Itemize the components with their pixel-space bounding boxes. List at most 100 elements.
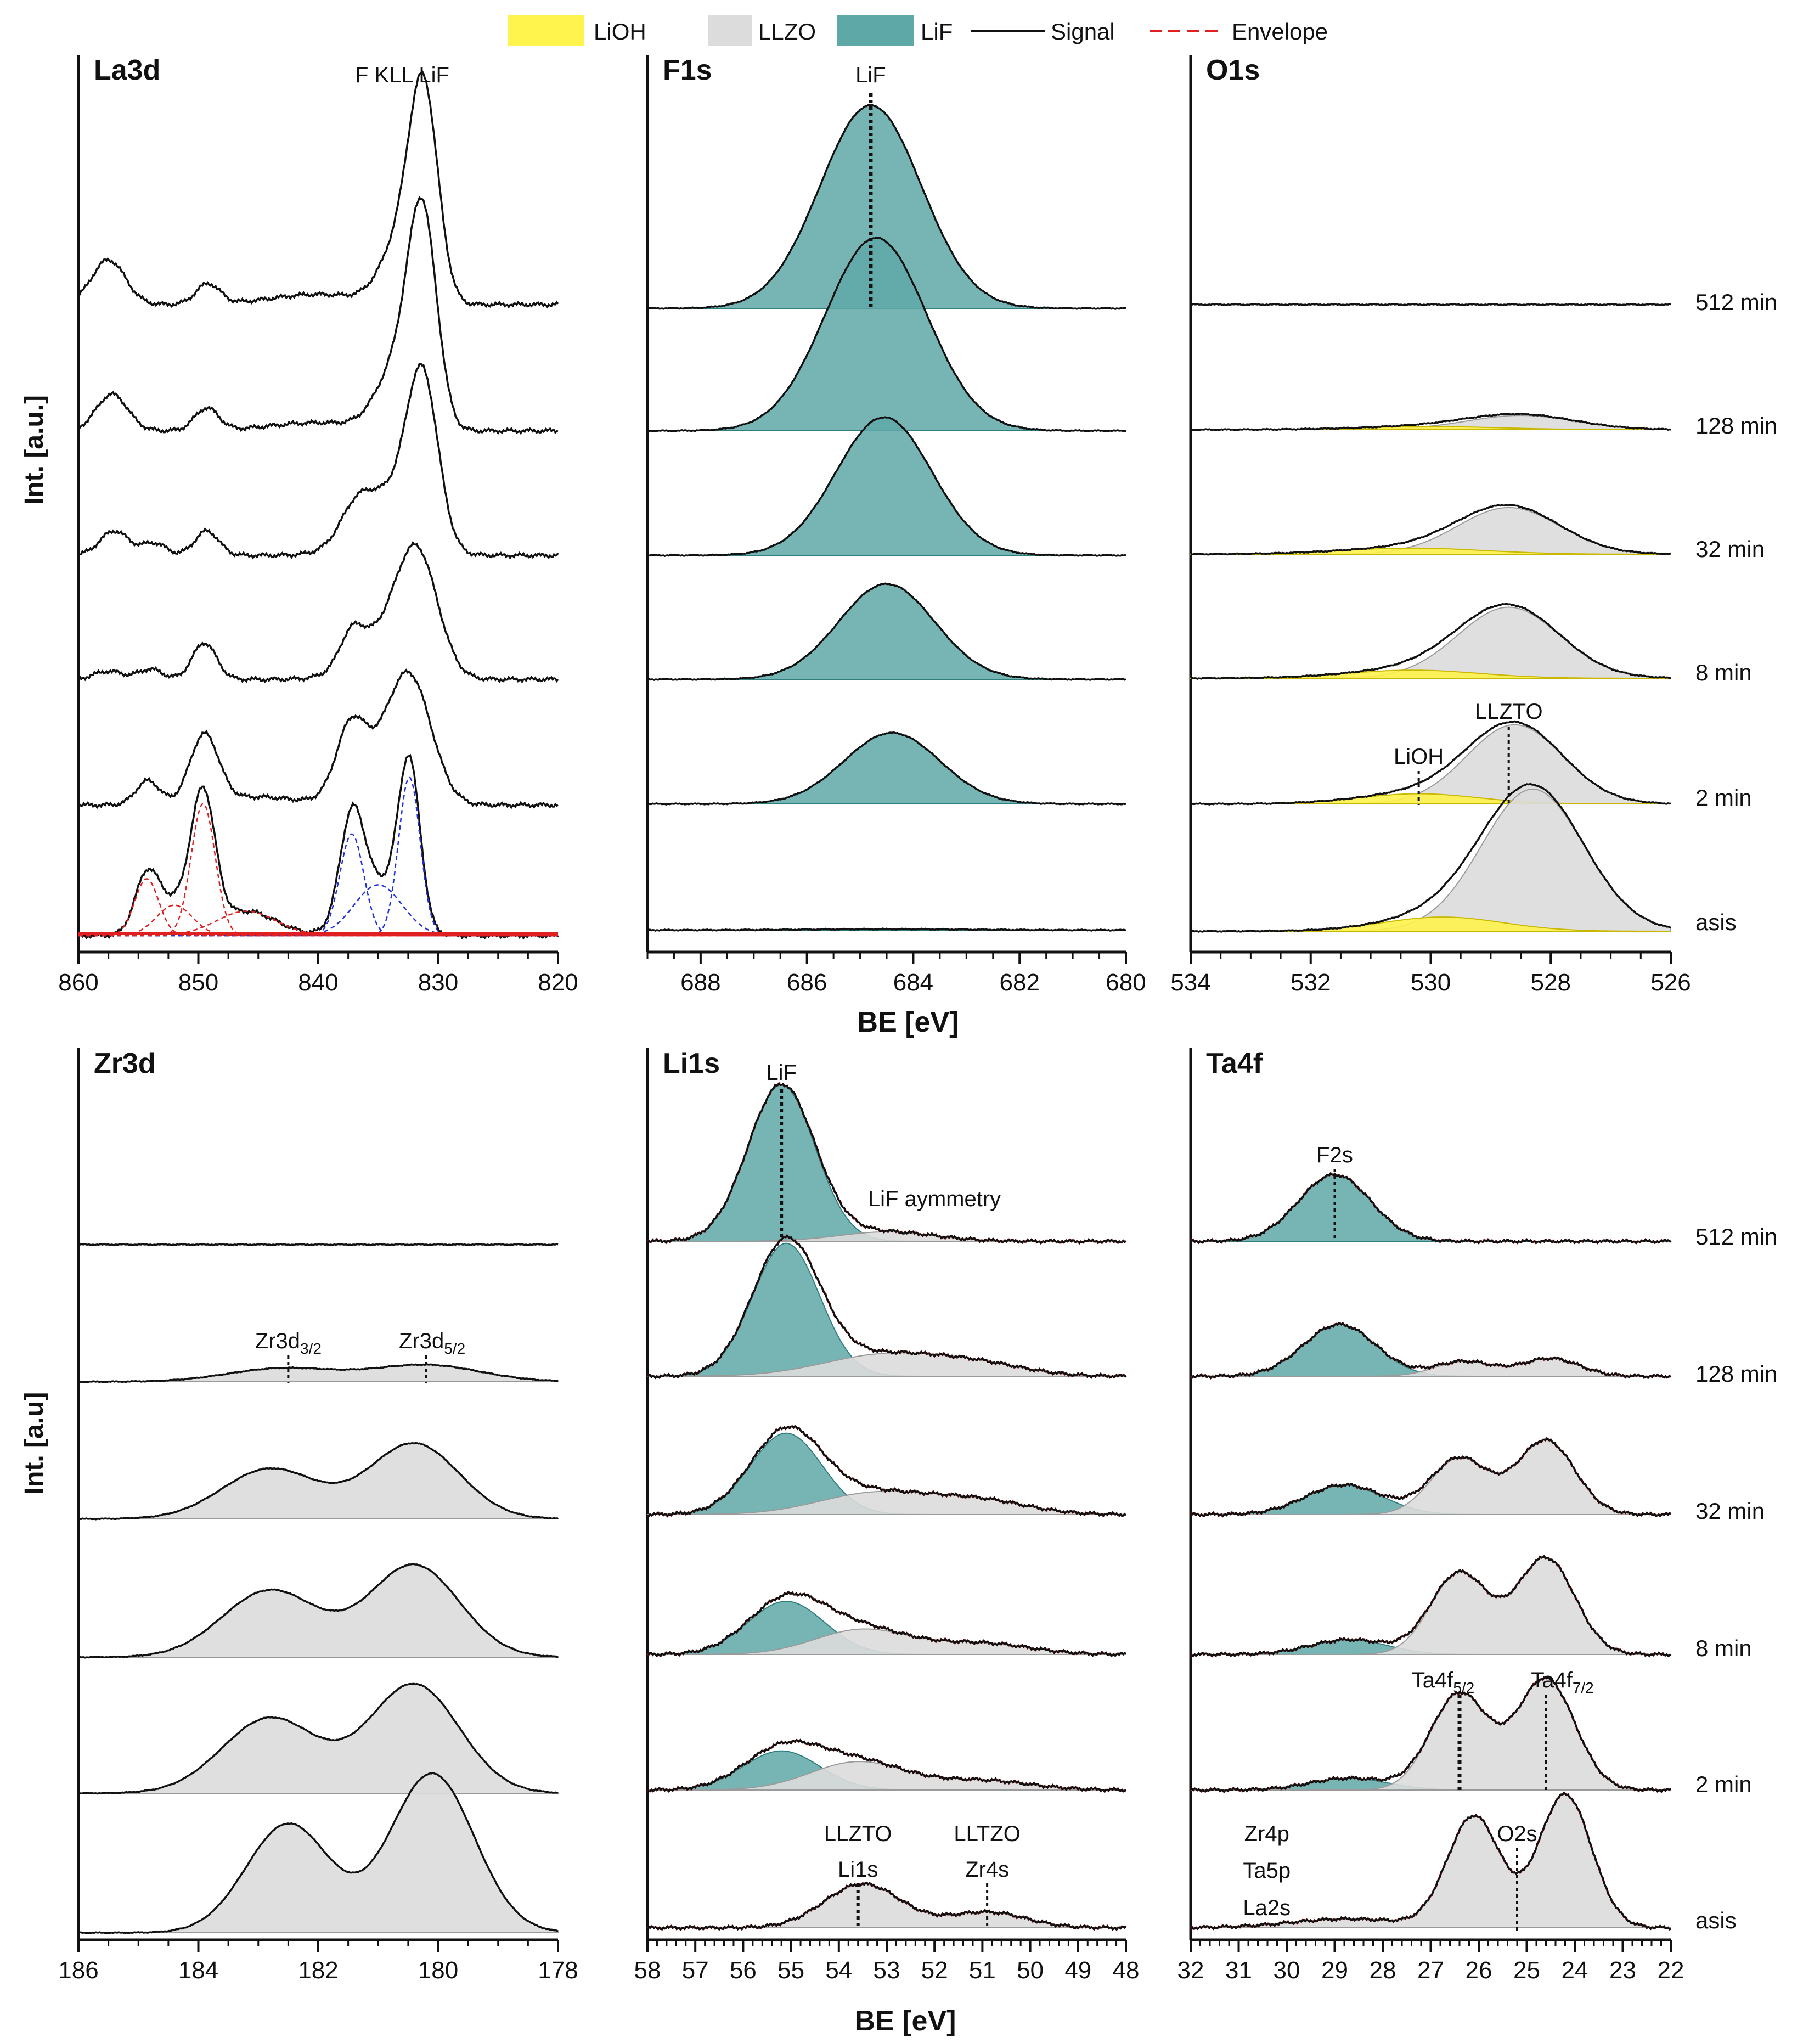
annotation-label: Ta4f7/2 [1531, 1668, 1594, 1696]
annotation-label: LiF [766, 1061, 797, 1085]
x-tick-label: 32 [1177, 1957, 1204, 1984]
signal-line [647, 927, 1126, 932]
signal-line [77, 753, 559, 940]
signal-line [1190, 720, 1671, 806]
row-label: 128 min [1695, 413, 1777, 438]
annotation-label: La2s [1243, 1896, 1291, 1920]
x-tick-label: 184 [178, 1957, 218, 1984]
signal-line [78, 362, 559, 560]
x-tick-label: 528 [1531, 969, 1571, 996]
x-tick-label: 526 [1650, 969, 1691, 996]
signal-line [78, 1563, 559, 1659]
component-llzo-area [1191, 1677, 1671, 1791]
fit-component-line [78, 910, 558, 937]
annotation-label: LLTZO [954, 1822, 1021, 1846]
signal-line [78, 1772, 559, 1934]
signal-line [1190, 1791, 1671, 1931]
signal-line [78, 1682, 559, 1795]
x-axis-label-top: BE [eV] [858, 1006, 959, 1038]
fit-component-line [78, 904, 558, 937]
x-tick-label: 680 [1106, 969, 1146, 996]
x-tick-label: 820 [538, 969, 578, 996]
legend-label-llzo: LLZO [758, 19, 816, 44]
y-axis-label-top: Int. [a.u.] [20, 395, 49, 505]
signal-line [647, 582, 1126, 681]
legend: LiOH LLZO LiF Signal Envelope [508, 15, 1328, 46]
row-label: 8 min [1695, 660, 1752, 685]
annotation-label: Ta4f5/2 [1412, 1668, 1475, 1696]
legend-swatch-lif [837, 15, 914, 46]
x-tick-label: 50 [1017, 1957, 1044, 1984]
legend-label-signal: Signal [1051, 19, 1115, 44]
row-label: 512 min [1695, 1224, 1777, 1250]
panel-zr3d: Zr3d 186 184 182 180 178 Zr3d3/2 Zr3d5/2 [58, 1048, 578, 1984]
x-tick-label: 30 [1274, 1957, 1300, 1984]
x-tick-label: 23 [1609, 1957, 1636, 1984]
x-tick-label: 530 [1411, 969, 1451, 996]
row-label: 128 min [1695, 1361, 1777, 1387]
row-label: 2 min [1695, 1771, 1752, 1797]
x-tick-label: 688 [680, 969, 720, 996]
x-tick-label: 684 [893, 969, 933, 996]
x-axis-label-bottom: BE [eV] [855, 2005, 956, 2037]
signal-line [1190, 1322, 1672, 1380]
annotation-label: Zr3d5/2 [399, 1329, 465, 1357]
y-axis-label-bottom: Int. [a.u] [20, 1392, 49, 1495]
component-lif-area [647, 732, 1126, 804]
panel-title: O1s [1206, 54, 1260, 86]
component-llzo-area [78, 1683, 559, 1794]
panel-title: Zr3d [94, 1048, 156, 1079]
signal-line [1190, 1555, 1672, 1658]
x-tick-label: 532 [1291, 969, 1331, 996]
row-labels-bottom: 512 min 128 min 32 min 8 min 2 min asis [1695, 1224, 1777, 1933]
x-tick-label: 534 [1170, 969, 1210, 996]
panel-li1s: Li1s 58 57 56 55 54 53 52 51 50 49 48 LiF LiF aymmetr… [634, 1048, 1140, 1984]
annotation-label: Zr4p [1244, 1822, 1289, 1846]
signal-line [646, 1082, 1126, 1245]
x-tick-label: 840 [298, 969, 338, 996]
annotation-label: LiOH [1394, 745, 1444, 769]
signal-line [78, 1363, 559, 1383]
panel-title: Li1s [663, 1048, 720, 1079]
legend-label-lif: LiF [921, 19, 953, 44]
x-tick-label: 186 [58, 1957, 98, 1984]
signal-line [77, 195, 559, 435]
x-tick-label: 56 [730, 1957, 757, 1984]
signal-line [646, 1234, 1127, 1380]
annotation-label: LiF aymmetry [868, 1187, 1001, 1211]
legend-label-lioh: LiOH [594, 19, 646, 44]
signal-line [78, 1442, 559, 1521]
panel-ta4f: Ta4f 32 31 30 29 28 27 26 25 24 23 22 F2s Ta4f5/2 Ta4f… [1177, 1048, 1684, 1984]
x-tick-label: 55 [777, 1957, 804, 1984]
component-lif-area [647, 1084, 1126, 1242]
row-label: asis [1695, 1907, 1737, 1933]
row-label: 8 min [1695, 1635, 1752, 1661]
panel-f1s: F1s 688 686 684 682 680 LiF [646, 54, 1146, 996]
x-tick-label: 180 [418, 1957, 458, 1984]
component-lif-area [647, 237, 1126, 431]
annotation-label: Zr3d3/2 [255, 1329, 322, 1357]
annotation-label: Ta5p [1243, 1859, 1291, 1883]
component-llzo-area [1191, 506, 1671, 555]
fit-component-line [78, 833, 558, 937]
signal-line [647, 1881, 1127, 1932]
x-tick-label: 57 [682, 1957, 709, 1984]
x-tick-label: 27 [1417, 1957, 1444, 1984]
legend-swatch-llzo [708, 15, 752, 46]
x-tick-label: 52 [921, 1957, 948, 1984]
x-tick-label: 182 [298, 1957, 338, 1984]
annotation-label: LiF [855, 63, 886, 87]
component-lif-area [647, 583, 1126, 680]
signal-line [647, 104, 1126, 310]
panel-title: F1s [663, 54, 712, 86]
signal-line [1190, 1675, 1672, 1793]
signal-line [647, 1425, 1127, 1518]
legend-label-envelope: Envelope [1232, 19, 1328, 44]
signal-line [646, 1738, 1127, 1793]
component-llzo-area [78, 1563, 559, 1658]
x-tick-label: 29 [1321, 1957, 1348, 1984]
x-tick-label: 850 [178, 969, 218, 996]
component-lif-area [1191, 1174, 1671, 1242]
signal-line [78, 1243, 559, 1246]
